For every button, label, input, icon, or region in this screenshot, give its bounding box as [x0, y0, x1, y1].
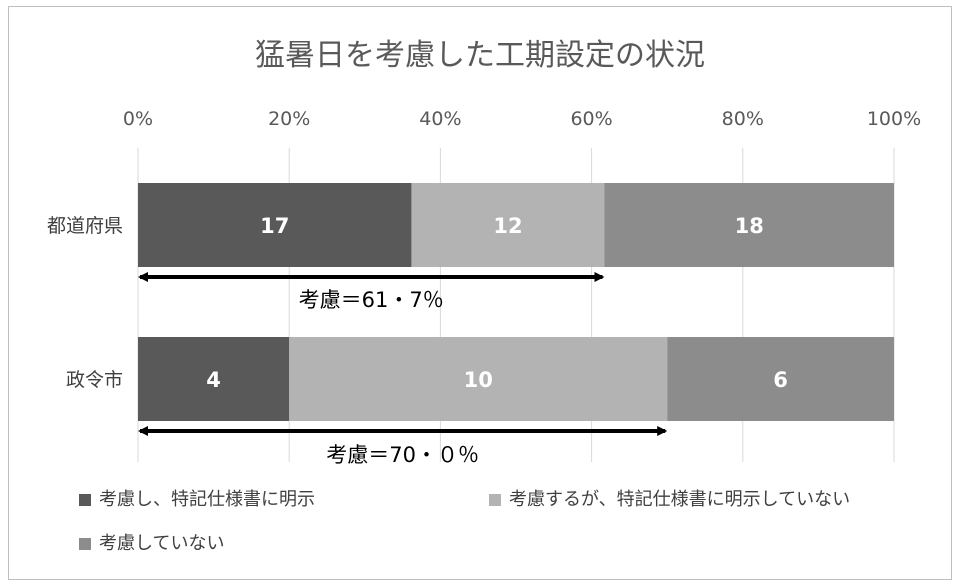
category-label: 都道府県 [47, 215, 123, 237]
legend-label: 考慮するが、特記仕様書に明示していない [509, 489, 850, 510]
bar-segment [138, 183, 412, 267]
data-label: 18 [735, 214, 764, 238]
bar-segment [138, 337, 290, 421]
data-label: 17 [260, 214, 289, 238]
data-label: 6 [773, 368, 788, 392]
x-tick-label: 60% [570, 108, 612, 130]
x-tick-label: 20% [268, 108, 310, 130]
bars: 17 12 18 4 10 6 [138, 183, 894, 421]
annotation-label: 考慮＝70・０％ [326, 443, 479, 467]
category-label: 政令市 [66, 369, 123, 391]
chart-frame: 猛暑日を考慮した工期設定の状況 0% 20% 40% 60% 80% 100% 17 12 1… [8, 6, 952, 580]
legend-swatch [79, 494, 91, 506]
x-tick-label: 80% [722, 108, 764, 130]
data-label: 10 [464, 368, 493, 392]
bar-segment [411, 183, 605, 267]
x-tick-label: 100% [867, 108, 921, 130]
bar-segment [289, 337, 668, 421]
annotations: 考慮＝61・7％ 考慮＝70・０％ [138, 272, 668, 467]
annotation-label: 考慮＝61・7％ [299, 288, 444, 312]
legend-label: 考慮し、特記仕様書に明示 [99, 489, 315, 510]
legend-label: 考慮していない [99, 533, 224, 554]
x-axis-ticks: 0% 20% 40% 60% 80% 100% [123, 108, 921, 130]
data-label: 12 [493, 214, 522, 238]
legend-swatch [79, 538, 91, 550]
stacked-bar-chart: 猛暑日を考慮した工期設定の状況 0% 20% 40% 60% 80% 100% 17 12 1… [47, 38, 921, 554]
x-tick-label: 40% [419, 108, 461, 130]
x-tick-label: 0% [123, 108, 153, 130]
data-label: 4 [206, 368, 221, 392]
bar-segment [667, 337, 894, 421]
legend-swatch [489, 494, 501, 506]
chart-title: 猛暑日を考慮した工期設定の状況 [255, 38, 705, 73]
bar-segment [604, 183, 894, 267]
